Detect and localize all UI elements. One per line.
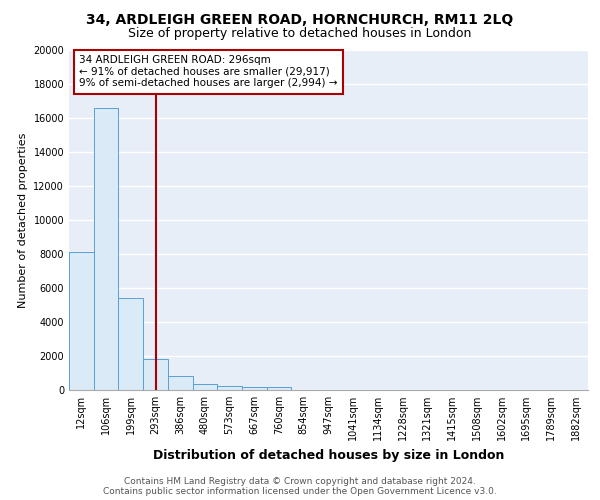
Y-axis label: Number of detached properties: Number of detached properties [18,132,28,308]
Bar [143,360,168,390]
Text: Contains HM Land Registry data © Crown copyright and database right 2024.: Contains HM Land Registry data © Crown c… [124,477,476,486]
Bar [168,376,193,390]
Bar [94,108,118,390]
Text: Contains public sector information licensed under the Open Government Licence v3: Contains public sector information licen… [103,487,497,496]
Bar [217,386,242,390]
Bar [69,252,94,390]
Bar [118,298,143,390]
Bar [193,384,217,390]
Text: 34, ARDLEIGH GREEN ROAD, HORNCHURCH, RM11 2LQ: 34, ARDLEIGH GREEN ROAD, HORNCHURCH, RM1… [86,12,514,26]
X-axis label: Distribution of detached houses by size in London: Distribution of detached houses by size … [153,448,504,462]
Text: Size of property relative to detached houses in London: Size of property relative to detached ho… [128,28,472,40]
Bar [242,386,267,390]
Bar [267,387,292,390]
Text: 34 ARDLEIGH GREEN ROAD: 296sqm
← 91% of detached houses are smaller (29,917)
9% : 34 ARDLEIGH GREEN ROAD: 296sqm ← 91% of … [79,55,338,88]
